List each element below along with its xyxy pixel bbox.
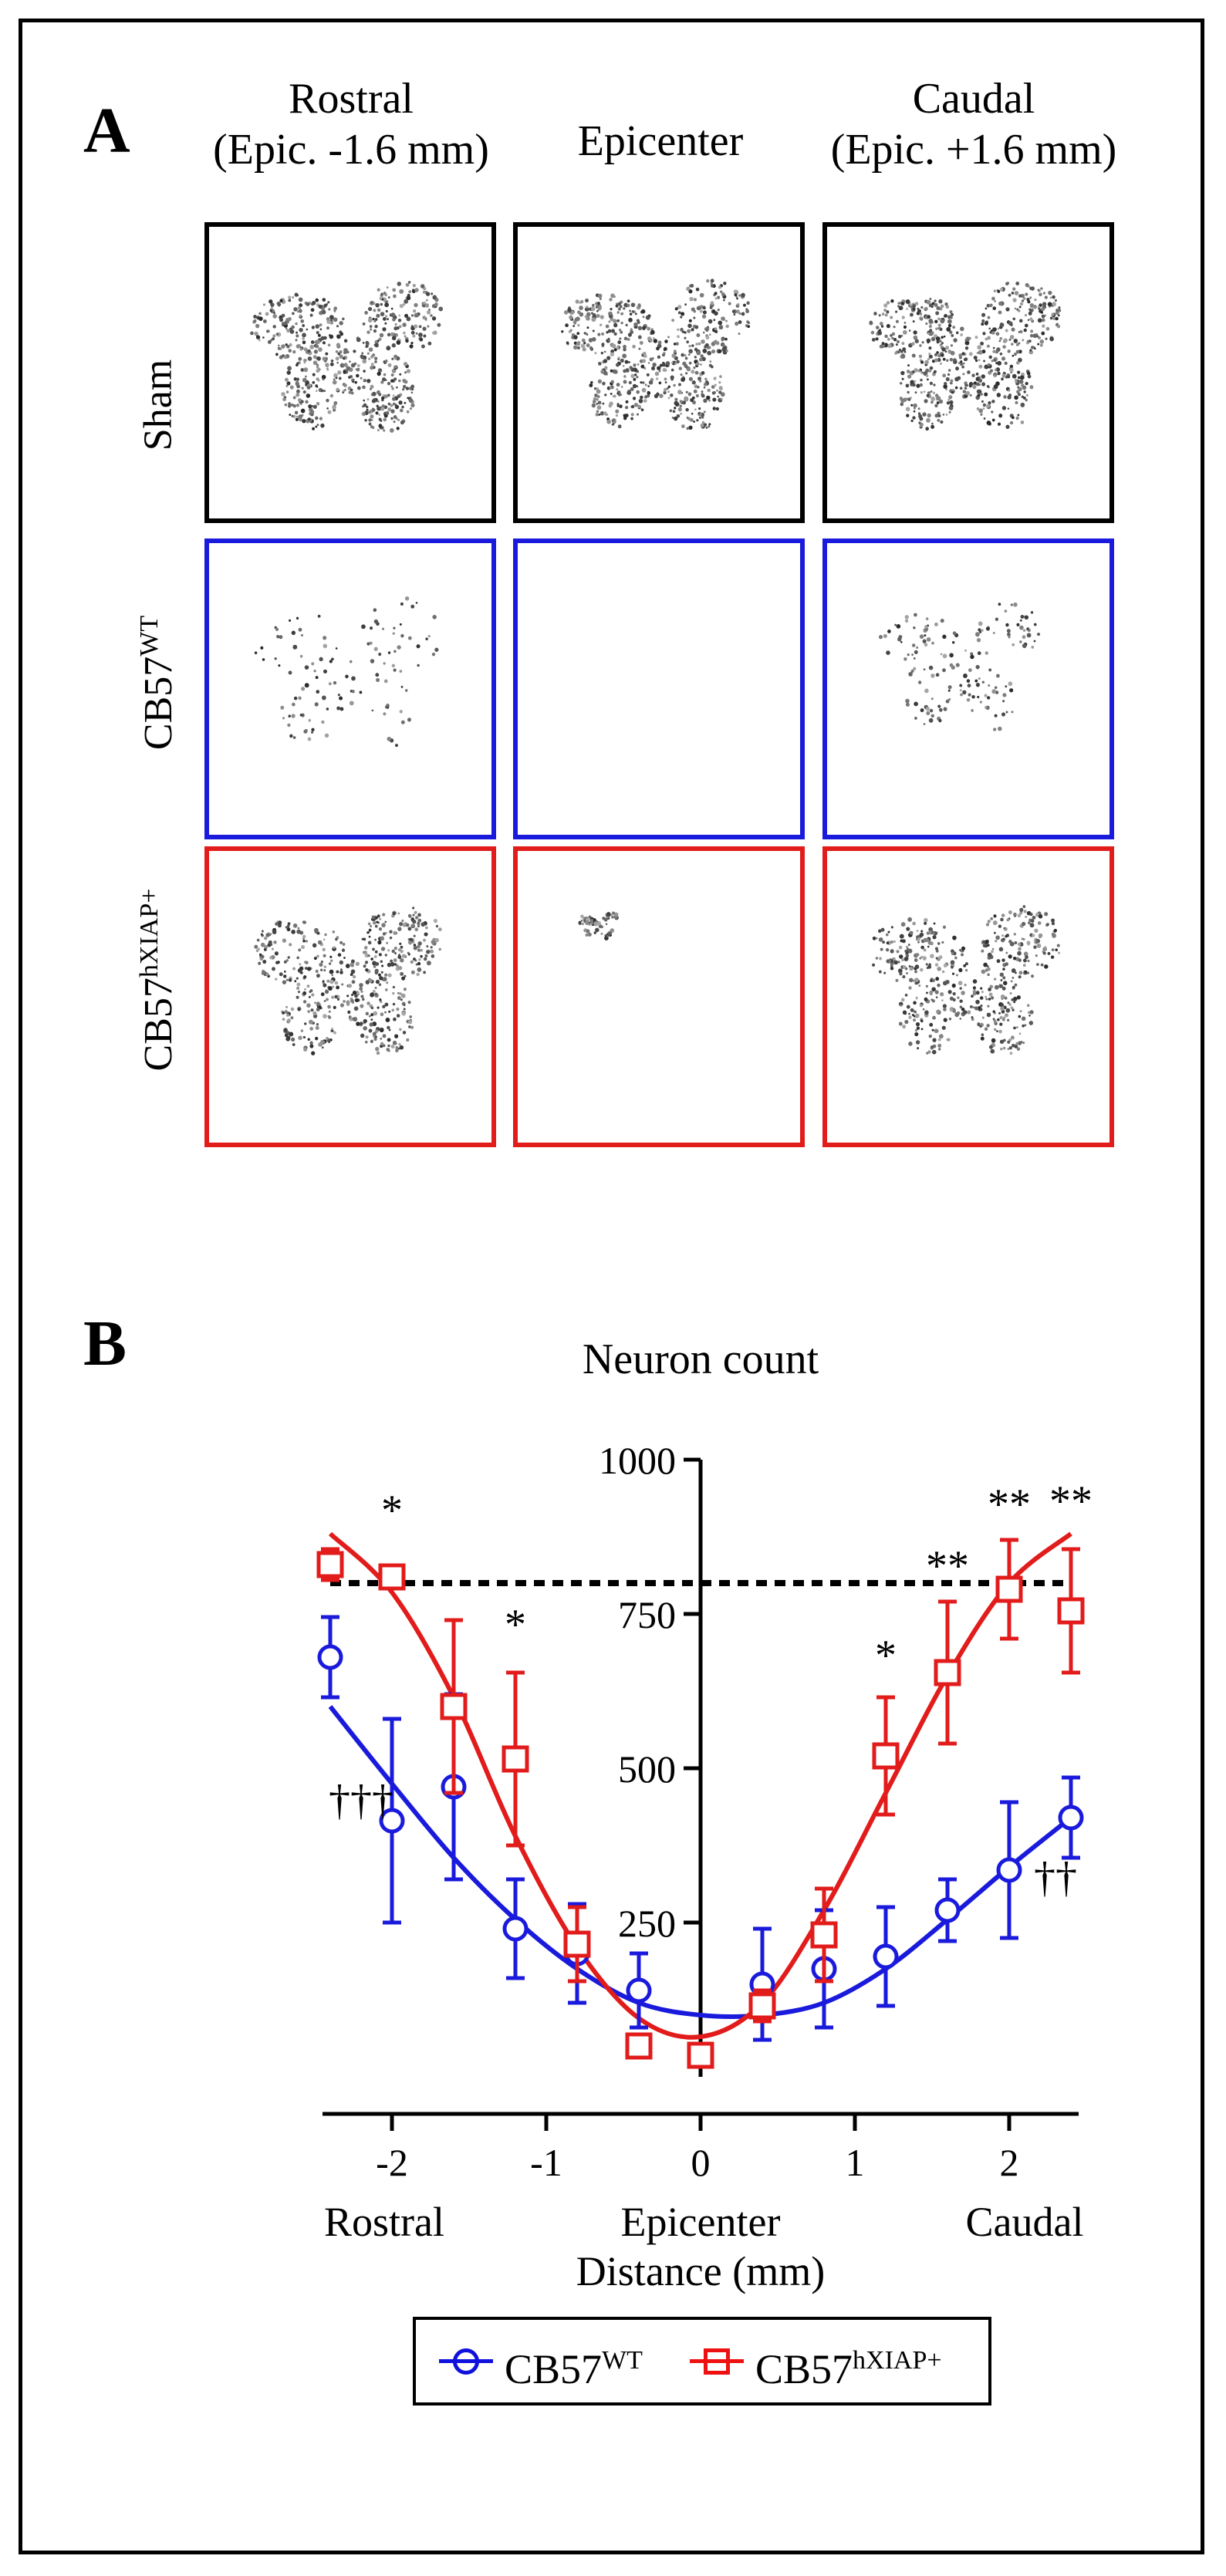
data-point-wt xyxy=(1058,1805,1084,1831)
y-tick-label: 750 xyxy=(618,1593,676,1636)
data-point-hxiap xyxy=(995,1575,1023,1603)
legend: CB57WT CB57hXIAP+ xyxy=(413,2317,991,2406)
data-point-hxiap xyxy=(748,1992,776,2020)
legend-wt-label: CB57WT xyxy=(505,2337,643,2393)
legend-hxiap-label: CB57hXIAP+ xyxy=(755,2337,942,2393)
x-region-label: Caudal xyxy=(966,2199,1084,2245)
data-point-wt xyxy=(379,1808,405,1834)
panel-a-letter: A xyxy=(83,95,130,167)
x-axis-label: Distance (mm) xyxy=(576,2248,825,2294)
section-image-tile xyxy=(204,846,496,1147)
legend-hxiap-line xyxy=(690,2359,744,2363)
y-tick-label: 1000 xyxy=(599,1439,676,1482)
column-header-caudal: Caudal (Epic. +1.6 mm) xyxy=(812,73,1136,175)
legend-hxiap-label-superscript: hXIAP+ xyxy=(853,2346,942,2375)
legend-wt-label-text: CB57 xyxy=(505,2346,603,2392)
y-tick-label: 250 xyxy=(618,1902,676,1945)
chart-title: Neuron count xyxy=(583,1335,819,1383)
column-header-line: Caudal xyxy=(912,75,1035,123)
significance-annotation: * xyxy=(875,1632,897,1680)
data-point-wt xyxy=(873,1943,899,1970)
legend-hxiap-square-icon xyxy=(704,2348,730,2375)
data-point-hxiap xyxy=(1057,1597,1085,1625)
x-tick-label: -2 xyxy=(376,2141,408,2184)
figure-frame xyxy=(19,19,1204,2554)
column-header-line: (Epic. +1.6 mm) xyxy=(830,126,1117,174)
panel-b-letter: B xyxy=(83,1308,127,1379)
data-point-hxiap xyxy=(687,2041,714,2069)
significance-annotation: * xyxy=(381,1487,403,1534)
x-tick-label: 0 xyxy=(691,2141,711,2184)
x-tick-label: -1 xyxy=(530,2141,562,2184)
column-header-epicenter: Epicenter xyxy=(498,116,822,167)
data-point-wt xyxy=(502,1916,529,1942)
data-point-hxiap xyxy=(316,1551,344,1578)
data-point-hxiap xyxy=(934,1659,961,1686)
column-header-rostral: Rostral (Epic. -1.6 mm) xyxy=(189,73,513,175)
column-header-line: Epicenter xyxy=(577,117,744,165)
data-point-wt xyxy=(317,1644,343,1670)
data-point-wt xyxy=(934,1897,961,1923)
data-point-wt xyxy=(626,1977,652,2004)
significance-annotation: ** xyxy=(1049,1477,1093,1525)
section-image-tile xyxy=(513,222,805,523)
neuron-count-chart: Neuron count 250 500 750 1000 -2 -1 0 1 2 Rostral E… xyxy=(316,1335,1093,2294)
y-tick-label: 500 xyxy=(618,1747,676,1791)
significance-annotation: †† xyxy=(1034,1854,1077,1902)
significance-annotation: * xyxy=(505,1601,526,1649)
section-image-tile xyxy=(204,538,496,839)
section-image-tile xyxy=(822,222,1114,523)
data-point-hxiap xyxy=(872,1742,900,1770)
significance-annotation: ** xyxy=(926,1542,969,1590)
section-image-tile xyxy=(204,222,496,523)
section-image-tile xyxy=(822,846,1114,1147)
section-image-tile xyxy=(513,846,805,1147)
x-region-label: Rostral xyxy=(324,2199,444,2245)
data-point-wt xyxy=(996,1857,1022,1883)
data-point-hxiap xyxy=(440,1693,468,1720)
legend-wt-label-superscript: WT xyxy=(602,2346,643,2375)
significance-annotation: ††† xyxy=(329,1777,393,1825)
x-tick-label: 1 xyxy=(846,2141,865,2184)
significance-annotation: ** xyxy=(988,1480,1031,1528)
x-tick-label: 2 xyxy=(1000,2141,1019,2184)
section-image-tile xyxy=(513,538,805,839)
x-region-label: Epicenter xyxy=(621,2199,781,2245)
data-point-hxiap xyxy=(502,1745,529,1773)
data-point-hxiap xyxy=(625,2032,653,2060)
column-header-line: (Epic. -1.6 mm) xyxy=(213,126,489,174)
legend-wt-circle-icon xyxy=(453,2348,479,2375)
data-point-hxiap xyxy=(378,1563,406,1591)
data-point-hxiap xyxy=(810,1921,838,1949)
section-image-tile xyxy=(822,538,1114,839)
data-point-hxiap xyxy=(563,1930,591,1958)
column-header-line: Rostral xyxy=(289,75,414,123)
legend-hxiap-label-text: CB57 xyxy=(755,2346,853,2392)
